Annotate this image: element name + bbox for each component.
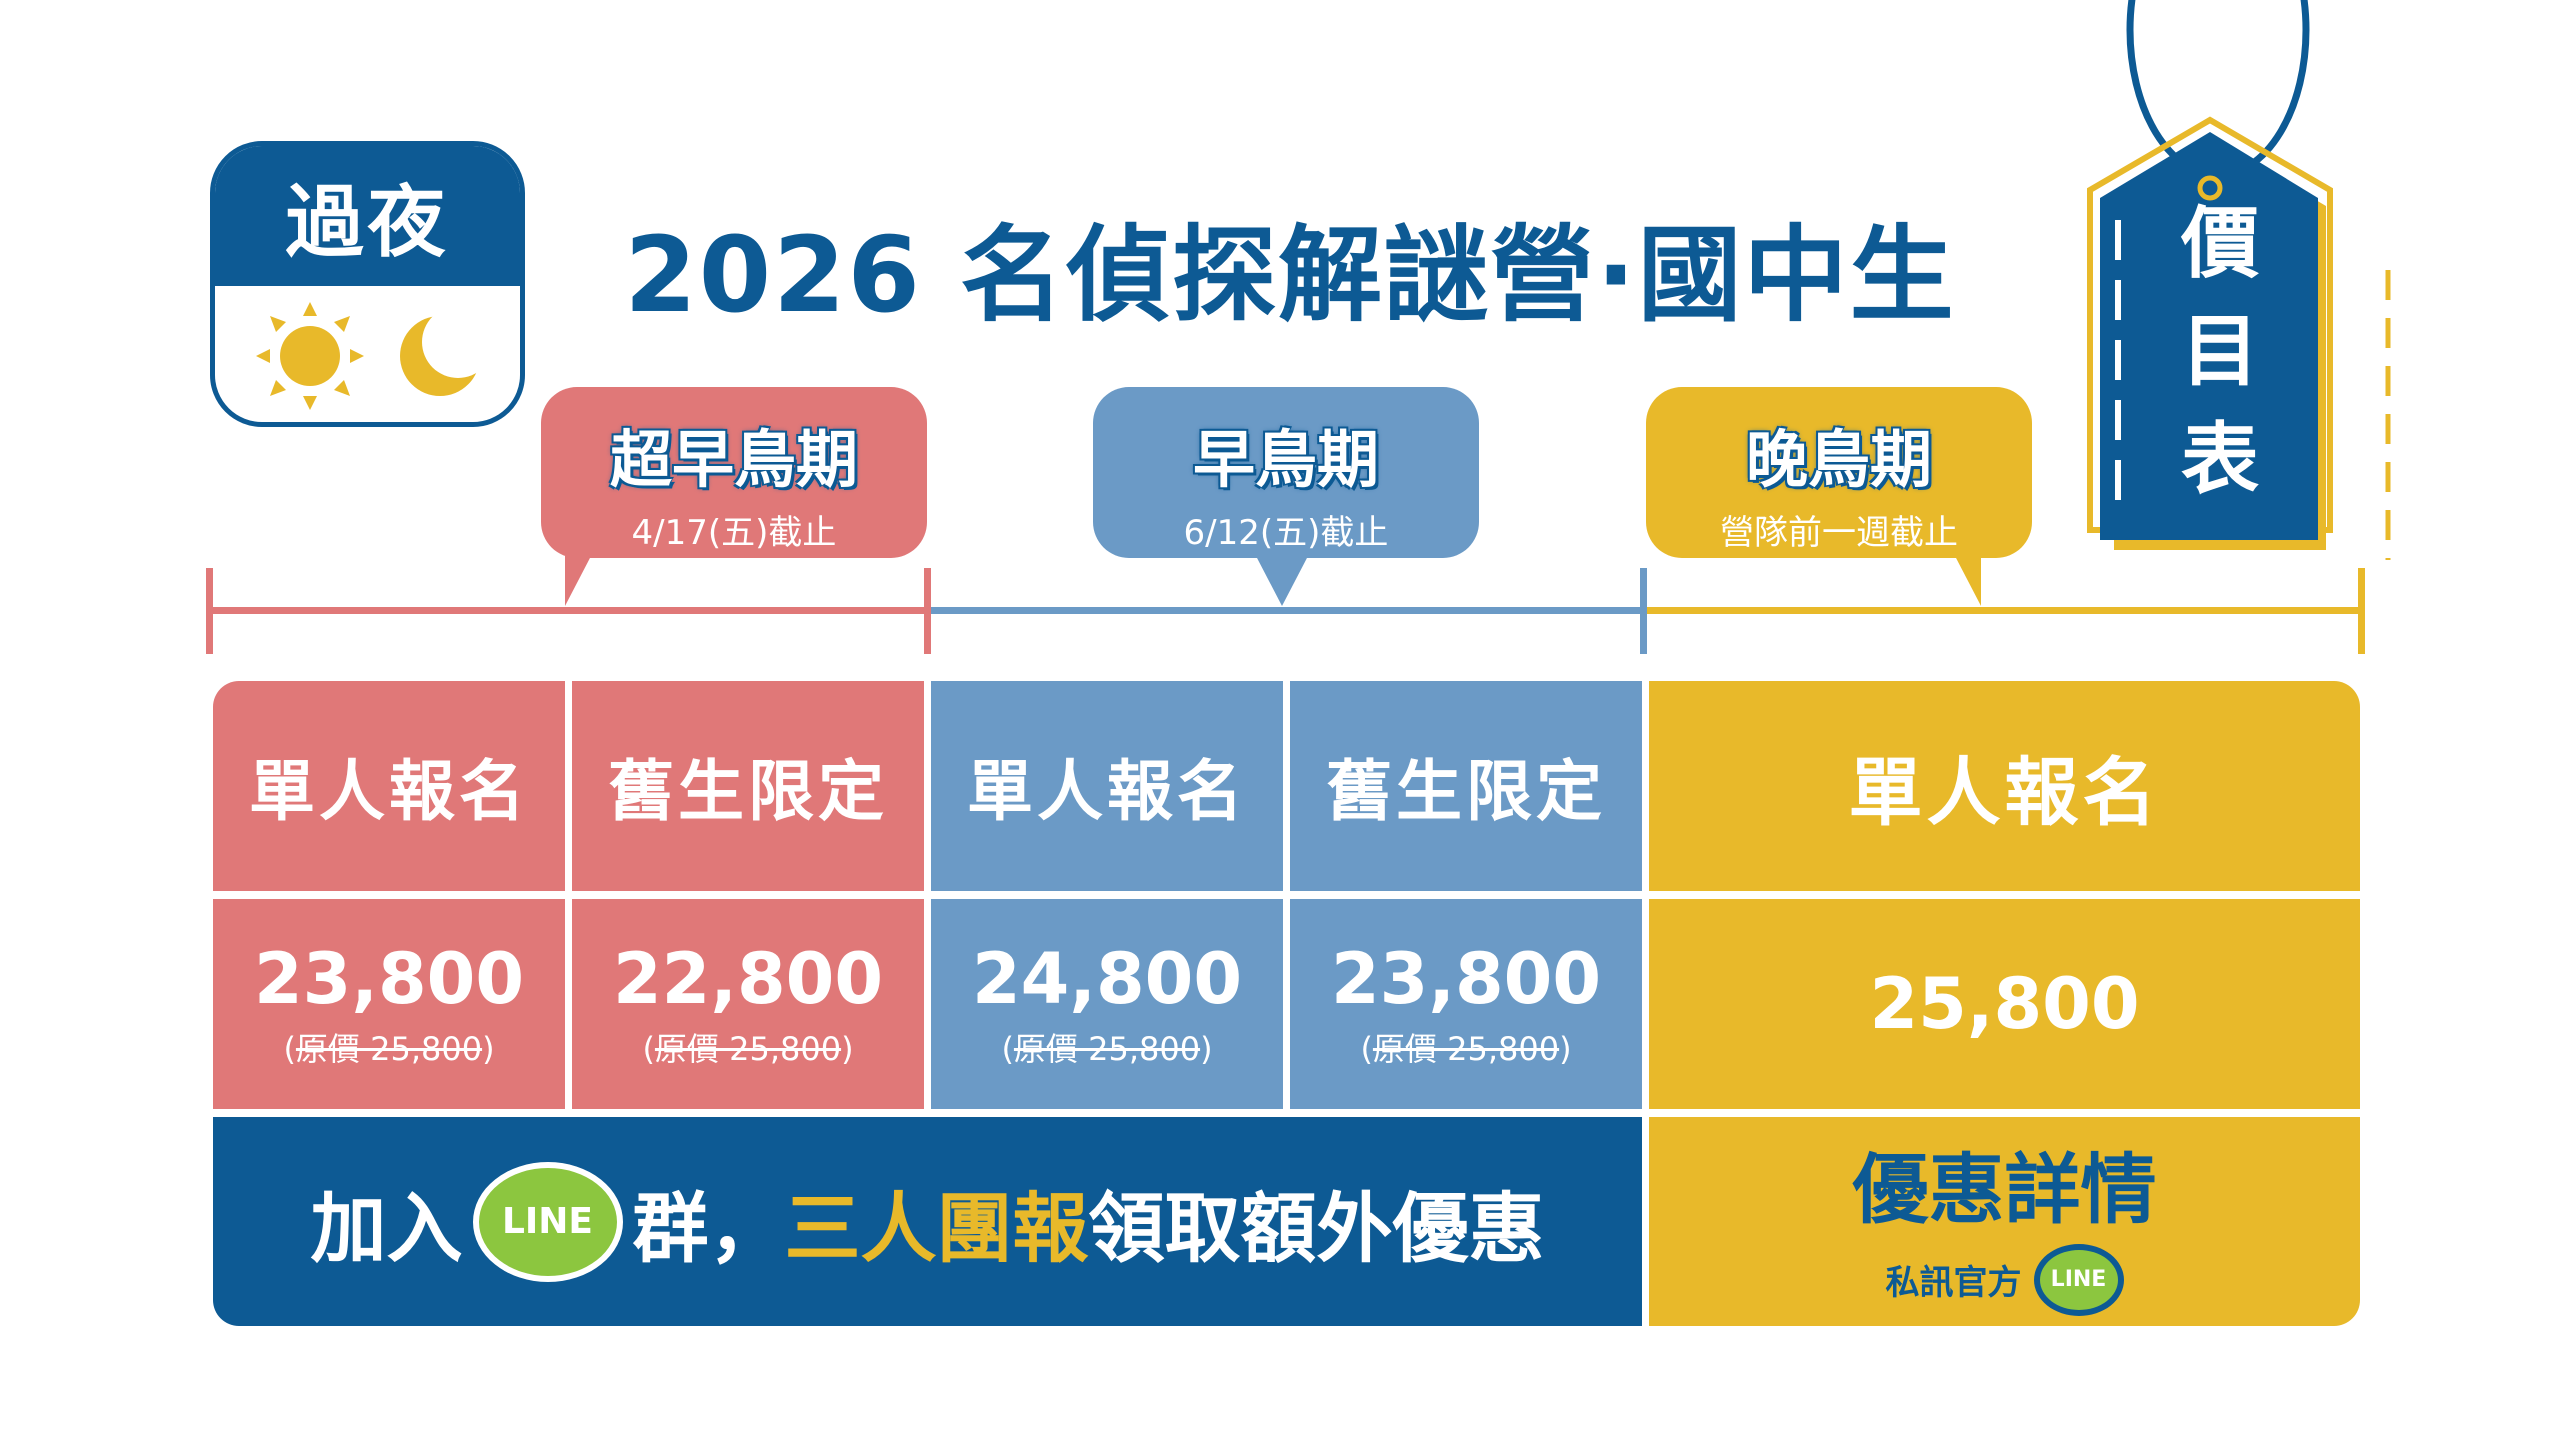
header-cell: 舊生限定 [572,681,924,891]
original-price: (原價 25,800) [642,1030,854,1068]
badge-label: 過夜 [215,146,520,286]
timeline-tick [206,568,213,654]
details-title: 優惠詳情 [1852,1144,2157,1234]
period-deadline: 6/12(五)截止 [1183,513,1389,553]
price: 23,800 [1330,938,1602,1020]
timeline-tick [2358,568,2365,654]
bubble-tail [1955,556,1981,606]
sun-moon-icons [256,302,494,410]
moon-icon [400,306,494,396]
tag-char: 目 [2180,307,2259,397]
period-name: 早鳥期 [1192,423,1379,496]
overnight-badge: 過夜 [210,141,525,427]
price-tag-icon [2087,0,2391,560]
original-price: (原價 25,800) [283,1030,495,1068]
header-cell: 舊生限定 [1290,681,1642,891]
period-bubble-super-early: 超早鳥期 4/17(五)截止 [541,387,927,558]
price-cell: 22,800 (原價 25,800) [572,899,924,1109]
line-icon: LINE [472,1161,623,1282]
details-sub-text: 私訊官方 [1885,1263,2022,1303]
price-cell: 25,800 [1649,899,2360,1109]
line-icon: LINE [2033,1243,2124,1316]
details-sub: 私訊官方 LINE [1885,1243,2124,1316]
period-deadline: 4/17(五)截止 [631,513,837,553]
price: 25,800 [1869,963,2140,1045]
bubble-tail [565,556,591,606]
price-cell: 24,800 (原價 25,800) [931,899,1283,1109]
price-list-label: 價 目 表 [2160,190,2280,514]
sun-icon [256,302,364,410]
price: 22,800 [612,938,884,1020]
original-price: (原價 25,800) [1360,1030,1572,1068]
banner-text: 加入 [310,1183,463,1273]
tag-char: 價 [2180,199,2259,289]
banner-text: 群， [632,1183,785,1273]
timeline-tick [1640,568,1647,654]
header-cell: 單人報名 [213,681,565,891]
original-price: (原價 25,800) [1001,1030,1213,1068]
price-cell: 23,800 (原價 25,800) [213,899,565,1109]
price: 23,800 [253,938,525,1020]
discount-details-box[interactable]: 優惠詳情 私訊官方 LINE [1649,1117,2360,1326]
period-name: 超早鳥期 [609,423,858,496]
period-deadline: 營隊前一週截止 [1720,513,1958,553]
timeline-segment [210,607,927,614]
timeline-segment [927,607,1643,614]
price-cell: 23,800 (原價 25,800) [1290,899,1642,1109]
bubble-tail [1256,556,1308,606]
period-name: 晚鳥期 [1745,423,1932,496]
banner-highlight: 三人團報 [784,1183,1089,1273]
period-bubble-early: 早鳥期 6/12(五)截止 [1093,387,1479,558]
header-cell: 單人報名 [1649,681,2360,891]
tag-char: 表 [2180,415,2259,505]
banner-text: 領取額外優惠 [1088,1183,1545,1273]
line-group-banner[interactable]: 加入 LINE 群， 三人團報 領取額外優惠 [213,1117,1642,1326]
period-bubble-late: 晚鳥期 營隊前一週截止 [1646,387,2032,558]
timeline-segment [1643,607,2363,614]
timeline-tick [924,568,931,654]
price: 24,800 [971,938,1243,1020]
header-cell: 單人報名 [931,681,1283,891]
page-title: 2026 名偵探解謎營·國中生 [624,214,1956,336]
